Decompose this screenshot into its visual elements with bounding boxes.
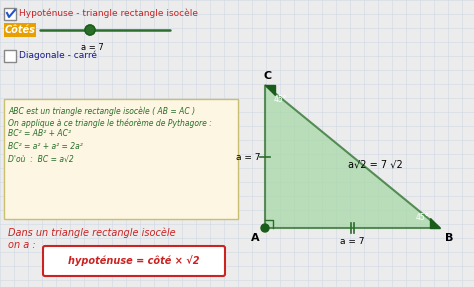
Text: Diagonale - carré: Diagonale - carré <box>19 50 97 60</box>
Text: 45°: 45° <box>415 214 429 222</box>
Text: BC² = AB² + AC²: BC² = AB² + AC² <box>8 129 71 138</box>
Circle shape <box>261 224 269 232</box>
Text: a√2 = 7 √2: a√2 = 7 √2 <box>347 160 402 170</box>
Text: on a :: on a : <box>8 240 36 250</box>
Text: hypoténuse = côté × √2: hypoténuse = côté × √2 <box>68 256 200 266</box>
Polygon shape <box>430 218 440 228</box>
Text: Côtés: Côtés <box>5 25 36 35</box>
Text: ABC est un triangle rectangle isocèle ( AB = AC ): ABC est un triangle rectangle isocèle ( … <box>8 107 195 117</box>
Text: 45°: 45° <box>273 96 287 104</box>
FancyBboxPatch shape <box>43 246 225 276</box>
Text: A: A <box>251 233 259 243</box>
FancyBboxPatch shape <box>4 99 238 219</box>
Text: Hypoténuse - triangle rectangle isocèle: Hypoténuse - triangle rectangle isocèle <box>19 8 198 18</box>
Polygon shape <box>265 85 275 95</box>
FancyBboxPatch shape <box>4 23 36 37</box>
Circle shape <box>85 25 95 35</box>
Text: D'où  :  BC = a√2: D'où : BC = a√2 <box>8 155 74 164</box>
Text: BC² = a² + a² = 2a²: BC² = a² + a² = 2a² <box>8 142 83 151</box>
Text: B: B <box>445 233 453 243</box>
Text: a = 7: a = 7 <box>81 43 103 52</box>
Text: a = 7: a = 7 <box>340 238 364 247</box>
Text: Dans un triangle rectangle isocèle: Dans un triangle rectangle isocèle <box>8 227 176 238</box>
Polygon shape <box>265 85 440 228</box>
Text: C: C <box>264 71 272 81</box>
FancyBboxPatch shape <box>4 49 17 61</box>
Text: On applique à ce triangle le théorème de Pythagore :: On applique à ce triangle le théorème de… <box>8 118 212 127</box>
FancyBboxPatch shape <box>4 7 17 20</box>
Text: a = 7: a = 7 <box>236 152 260 162</box>
